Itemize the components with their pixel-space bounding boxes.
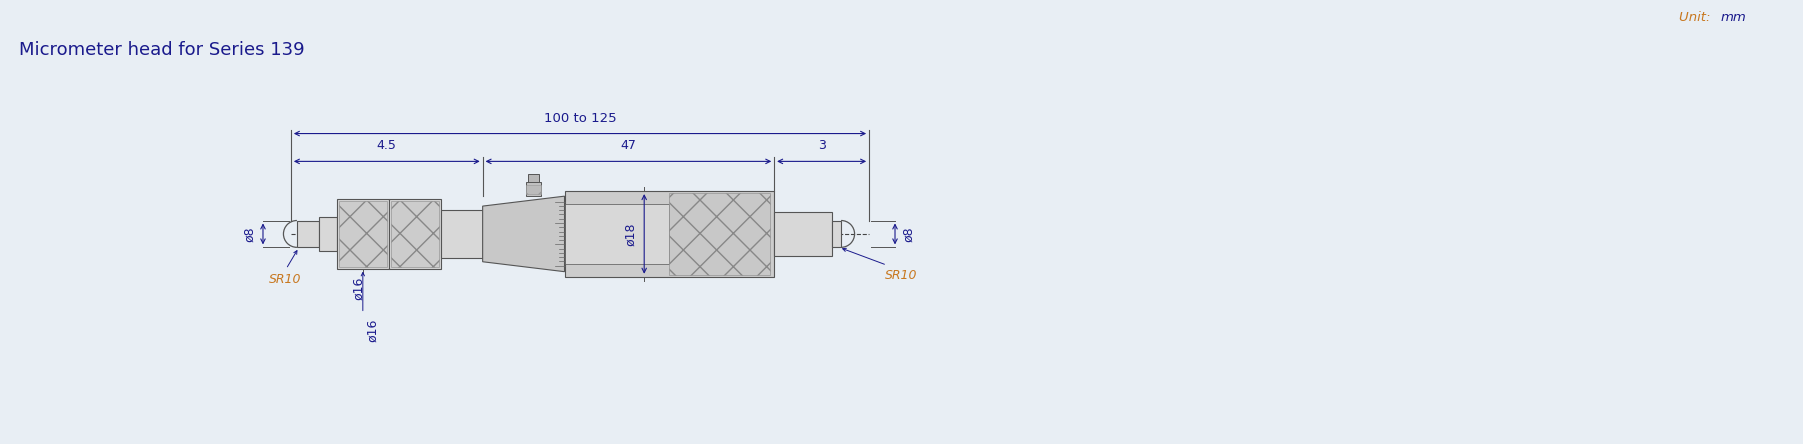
Text: SR10: SR10 — [885, 269, 918, 282]
Bar — [526, 185, 541, 194]
Text: mm: mm — [1720, 11, 1747, 24]
Bar — [773, 212, 833, 256]
Bar — [319, 217, 337, 251]
Text: 47: 47 — [620, 139, 636, 152]
Bar — [337, 199, 389, 269]
Bar — [564, 204, 669, 264]
Text: SR10: SR10 — [269, 273, 301, 286]
Text: ø18: ø18 — [624, 222, 636, 246]
Bar — [440, 210, 483, 258]
Bar — [564, 191, 773, 277]
Bar — [528, 174, 539, 182]
Text: ø16: ø16 — [352, 277, 366, 300]
Bar — [389, 199, 440, 269]
Bar — [339, 201, 388, 267]
Polygon shape — [833, 221, 840, 247]
Text: Micrometer head for Series 139: Micrometer head for Series 139 — [20, 41, 305, 59]
Text: 3: 3 — [819, 139, 826, 152]
Text: Unit:: Unit: — [1679, 11, 1715, 24]
Text: ø8: ø8 — [243, 226, 256, 242]
Text: ø16: ø16 — [366, 318, 379, 342]
Text: ø8: ø8 — [902, 226, 914, 242]
Bar — [391, 201, 438, 267]
Text: ø16: ø16 — [343, 222, 355, 246]
Bar — [669, 193, 770, 275]
Text: 100 to 125: 100 to 125 — [545, 111, 617, 125]
Polygon shape — [297, 221, 319, 247]
Text: 4.5: 4.5 — [377, 139, 397, 152]
Polygon shape — [483, 196, 564, 272]
Bar — [526, 182, 541, 196]
